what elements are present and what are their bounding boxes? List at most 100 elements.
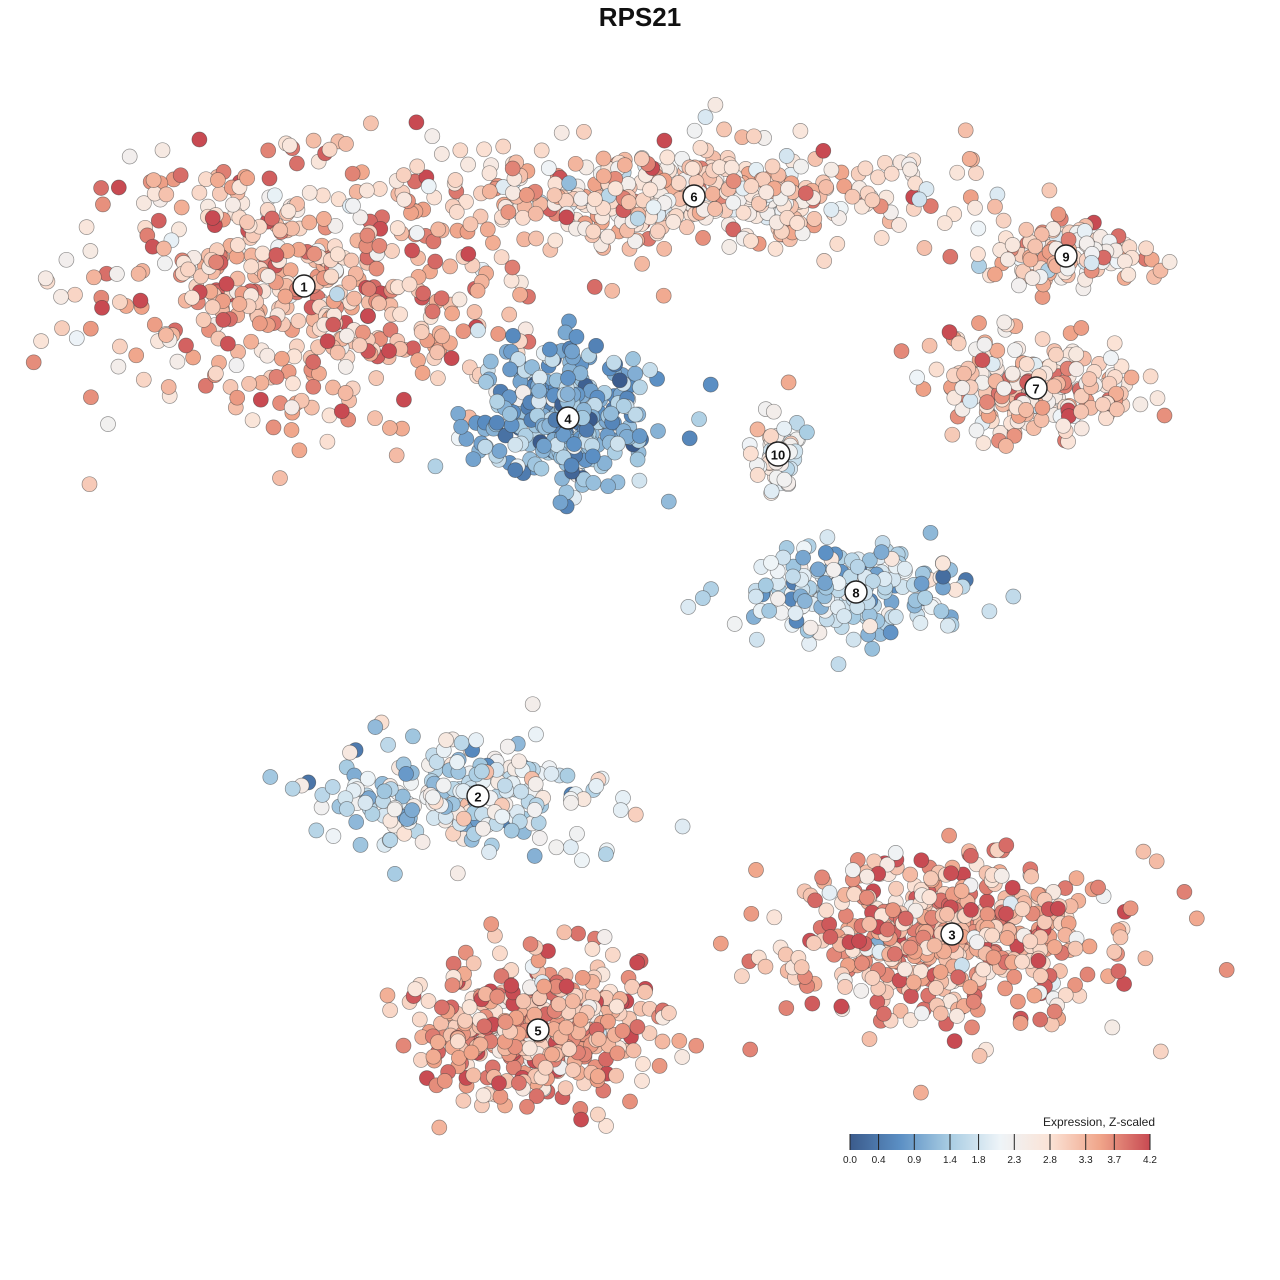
cluster-label-text: 2 [474,790,481,805]
cell-point [301,184,318,201]
cell-point [1122,900,1139,917]
cell-point [401,276,418,293]
cell-point [645,199,662,216]
cell-point [507,436,524,453]
cell-point [558,978,575,995]
cell-point [569,825,585,842]
cell-point [590,1031,607,1047]
cell-point [1012,1015,1029,1031]
cell-point [749,467,766,483]
cell-point [817,575,833,591]
cell-point [1152,1043,1169,1060]
cell-point [505,184,521,201]
cell-point [573,1111,589,1128]
cell-point [614,1023,631,1039]
legend-tick-label: 1.4 [943,1155,957,1166]
cell-point [566,436,582,452]
cell-point [822,929,839,945]
cell-point [912,615,929,631]
cell-point [155,240,172,257]
cell-point [492,1088,509,1105]
cell-point [550,996,567,1013]
cell-point [1011,277,1027,294]
cell-point [743,905,760,922]
cell-point [110,179,127,196]
cell-point [562,839,579,856]
cell-point [561,175,577,192]
cell-point [1120,266,1137,283]
cell-point [712,935,729,952]
cell-point [204,299,221,315]
cell-point [1068,346,1085,363]
cell-point [757,577,774,594]
cell-point [220,335,236,352]
cell-point [305,354,322,370]
cell-point [420,178,437,195]
cell-point [742,445,759,462]
cell-point [396,391,412,408]
cell-point [1142,368,1159,385]
cell-point [492,945,508,962]
cell-point [268,369,285,385]
cell-point [243,258,260,275]
cell-point [941,827,957,844]
cell-point [949,164,966,181]
cell-point [184,289,200,306]
cell-point [95,196,111,213]
cell-point [1068,870,1085,887]
cell-point [1027,238,1044,255]
cell-point [244,412,261,429]
cell-point [830,656,847,673]
cell-point [598,1118,614,1134]
cell-point [455,1092,472,1109]
cell-point [763,428,779,444]
cell-point [941,324,958,340]
cell-point [528,1088,545,1105]
legend-ticks: 0.0 0.4 0.9 1.4 1.8 2.3 2.8 3.3 3.7 4.2 [843,1134,1157,1166]
cell-point [861,916,878,932]
cell-point [1000,251,1016,268]
cell-point [427,253,444,270]
cell-point [465,1067,482,1084]
cell-point [306,246,323,262]
cell-point [260,142,277,159]
cell-point [1137,950,1154,967]
cell-point [259,347,276,364]
cell-point [911,191,928,208]
cell-point [818,179,834,195]
cell-point [1007,342,1023,359]
cell-point [956,365,972,382]
cell-point [172,167,189,184]
cell-point [438,732,454,748]
cell-point [524,696,541,713]
cell-point [637,984,653,1000]
cell-point [191,184,208,201]
cell-point [158,327,175,343]
cell-point [778,148,795,164]
cell-point [505,327,521,344]
cluster-label-5: 5 [526,1018,550,1042]
cell-point [697,109,714,125]
cell-point [449,754,466,771]
cell-point [1004,879,1021,896]
cell-point [325,316,342,333]
cell-point [481,844,497,860]
cell-point [452,142,469,159]
legend-tick-label: 4.2 [1143,1155,1157,1166]
cell-point [54,320,70,337]
cell-point [450,1033,466,1050]
cell-point [109,266,125,282]
cell-point [424,303,441,320]
cell-point [204,210,221,226]
cell-point [541,341,558,358]
cell-point [859,889,875,906]
cell-point [239,170,256,187]
cell-point [743,178,760,194]
cell-point [343,252,360,269]
cell-point [734,968,750,985]
cell-point [864,640,881,657]
cell-point [1050,900,1066,917]
cell-point [460,246,477,262]
cell-point [721,239,738,255]
cell-point [518,187,535,203]
